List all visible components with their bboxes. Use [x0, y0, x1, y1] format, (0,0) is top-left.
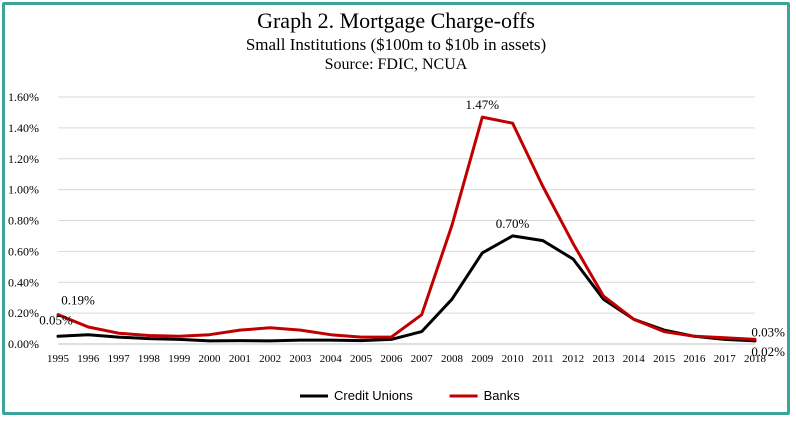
- y-tick-label: 1.20%: [8, 152, 39, 166]
- x-tick-label: 2001: [229, 353, 251, 365]
- x-tick-label: 2008: [441, 353, 464, 365]
- legend-label: Banks: [484, 388, 521, 403]
- x-tick-label: 1996: [77, 353, 100, 365]
- x-tick-label: 2002: [259, 353, 281, 365]
- x-tick-label: 2007: [411, 353, 434, 365]
- chart-source: Source: FDIC, NCUA: [324, 56, 468, 73]
- chart-frame: [2, 2, 790, 415]
- y-tick-label: 1.40%: [8, 121, 39, 135]
- x-tick-label: 1999: [168, 353, 191, 365]
- x-tick-label: 2003: [289, 353, 312, 365]
- x-tick-label: 1995: [47, 353, 70, 365]
- y-tick-label: 0.40%: [8, 275, 39, 289]
- legend-label: Credit Unions: [334, 388, 413, 403]
- x-tick-label: 2017: [714, 353, 737, 365]
- chart-subtitle: Small Institutions ($100m to $10b in ass…: [245, 35, 547, 54]
- x-tick-label: 2012: [562, 353, 584, 365]
- x-tick-label: 2015: [653, 353, 676, 365]
- series-line-banks: [56, 115, 757, 341]
- y-tick-label: 0.60%: [8, 244, 39, 258]
- data-label: 0.70%: [496, 216, 530, 231]
- data-label: 0.05%: [39, 312, 73, 327]
- x-tick-label: 1997: [108, 353, 131, 365]
- chart-titles: Graph 2. Mortgage Charge-offs Small Inst…: [0, 8, 792, 75]
- x-tick-label: 2009: [471, 353, 494, 365]
- x-tick-label: 2018: [744, 353, 767, 365]
- y-tick-label: 0.20%: [8, 306, 39, 320]
- data-label: 0.03%: [751, 324, 785, 339]
- x-tick-label: 2010: [502, 353, 525, 365]
- data-label: 0.19%: [61, 293, 95, 308]
- x-tick-label: 2005: [350, 353, 373, 365]
- x-tick-label: 2006: [380, 353, 403, 365]
- y-tick-label: 0.00%: [8, 337, 39, 351]
- x-tick-label: 2011: [532, 353, 554, 365]
- x-tick-label: 1998: [138, 353, 161, 365]
- data-label: 0.02%: [751, 344, 785, 359]
- y-tick-label: 0.80%: [8, 214, 39, 228]
- x-tick-label: 2013: [592, 353, 615, 365]
- chart-title: Graph 2. Mortgage Charge-offs: [257, 8, 535, 33]
- y-tick-label: 1.00%: [8, 183, 39, 197]
- x-tick-label: 2000: [199, 353, 222, 365]
- data-label: 1.47%: [465, 97, 499, 112]
- x-tick-label: 2004: [320, 353, 343, 365]
- x-tick-label: 2016: [683, 353, 706, 365]
- y-tick-label: 1.60%: [8, 90, 39, 104]
- x-tick-label: 2014: [623, 353, 646, 365]
